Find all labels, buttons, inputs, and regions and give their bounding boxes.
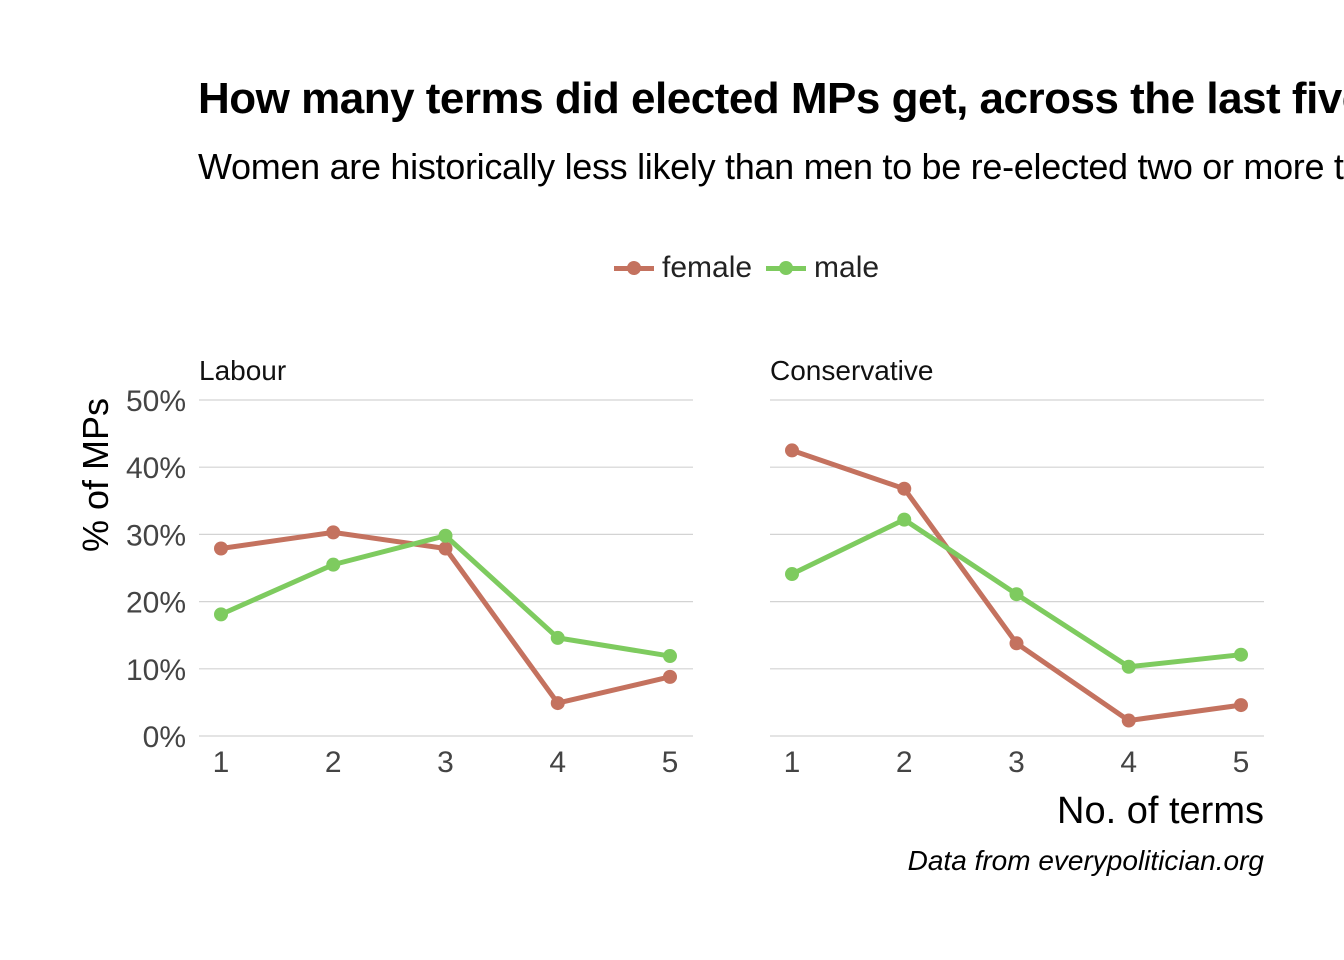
data-point-female [550, 696, 565, 711]
x-tick-label: 5 [662, 746, 679, 779]
legend-item-female: female [614, 251, 752, 285]
series-line-female-conservative [789, 447, 1244, 724]
data-point-male [785, 567, 799, 582]
x-axis-label: No. of terms [1057, 790, 1264, 832]
data-point-female [1009, 636, 1024, 651]
chart-subtitle: Women are historically less likely than … [198, 146, 1344, 187]
x-tick-label: 4 [1120, 746, 1137, 779]
data-point-male [1009, 587, 1024, 602]
x-tick-label: 3 [437, 746, 454, 779]
x-tick-label: 1 [784, 746, 801, 779]
x-tick-label: 5 [1233, 746, 1250, 779]
y-axis-label: % of MPs [75, 398, 116, 552]
legend-label-female: female [662, 251, 753, 284]
legend-item-male: male [766, 251, 879, 285]
data-point-female [438, 541, 453, 556]
data-point-female [663, 669, 677, 684]
data-point-male [438, 528, 453, 543]
legend-key-male [766, 258, 807, 278]
chart-title: How many terms did elected MPs get, acro… [198, 74, 1344, 123]
data-point-female [897, 481, 912, 496]
y-tick-label: 30% [126, 519, 186, 552]
facet-label-conservative: Conservative [770, 355, 933, 386]
data-point-female [326, 525, 341, 540]
data-point-male [214, 607, 228, 622]
data-point-male [897, 512, 912, 527]
x-tick-label: 4 [549, 746, 566, 779]
data-point-female [1121, 713, 1136, 728]
x-tick-label: 3 [1008, 746, 1025, 779]
y-tick-label: 20% [126, 587, 186, 620]
data-point-male [326, 557, 341, 572]
x-tick-label: 2 [896, 746, 913, 779]
facet-conservative: Conservative 1 2 3 4 5 [770, 355, 1264, 779]
series-line-female-labour [218, 529, 673, 706]
legend: female male [614, 250, 893, 286]
data-point-male [1234, 647, 1248, 662]
legend-key-female [614, 258, 654, 278]
data-point-female [214, 541, 228, 556]
data-source-caption: Data from everypolitician.org [907, 845, 1264, 876]
legend-label-male: male [814, 251, 880, 284]
data-point-female [1234, 698, 1248, 713]
data-point-male [663, 649, 677, 664]
data-point-female [785, 443, 799, 458]
y-tick-label: 10% [126, 654, 186, 687]
y-tick-label: 50% [126, 385, 186, 418]
y-tick-label: 0% [143, 721, 186, 754]
x-tick-label: 1 [213, 746, 230, 779]
facet-label-labour: Labour [199, 355, 286, 386]
x-tick-label: 2 [325, 746, 342, 779]
facet-labour: Labour 1 2 3 4 5 [199, 355, 693, 779]
data-point-male [1121, 659, 1136, 674]
y-tick-label: 40% [126, 452, 186, 485]
data-point-male [550, 630, 565, 645]
